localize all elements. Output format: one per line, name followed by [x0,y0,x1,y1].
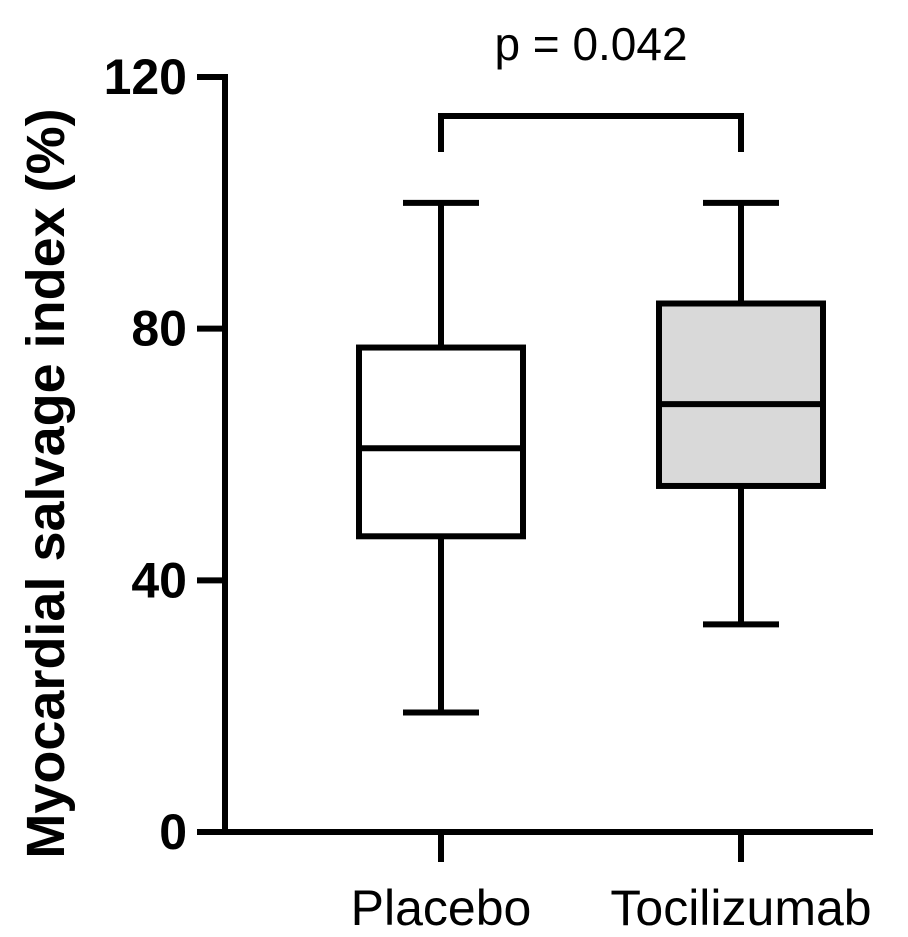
y-axis-label: Myocardial salvage index (%) [16,108,76,858]
box-tocilizumab-iqr-rect [656,300,826,489]
y-tick-label: 120 [104,49,187,105]
x-tick-label: Tocilizumab [610,880,871,936]
y-tick-label: 80 [131,301,187,357]
box-placebo-iqr-rect [356,344,526,540]
p-value-annotation: p = 0.042 [494,18,687,70]
significance-bracket [438,113,744,152]
y-tick-label: 40 [131,552,187,608]
x-tick-label: Placebo [351,880,532,936]
y-tick-label: 0 [159,804,187,860]
